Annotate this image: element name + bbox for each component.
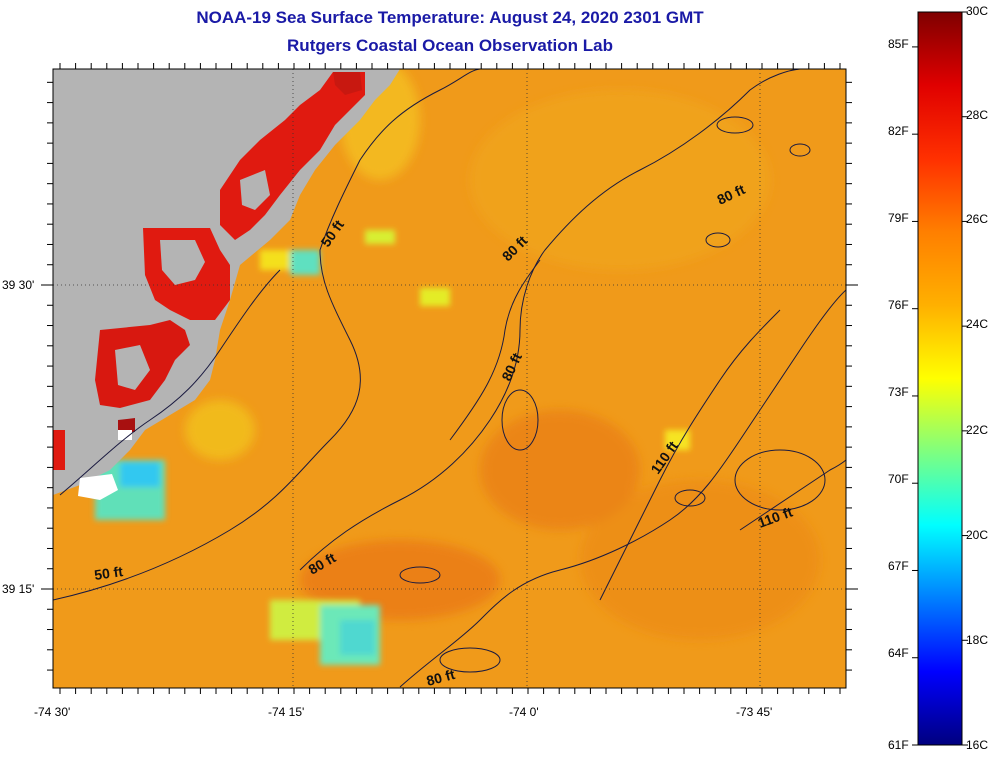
colorbar-f-label: 82F bbox=[888, 124, 909, 138]
contour-110ft bbox=[599, 309, 781, 601]
colorbar-c-label: 18C bbox=[966, 633, 989, 647]
colorbar-c-label: 16C bbox=[966, 738, 989, 752]
contour-ring bbox=[674, 489, 706, 507]
contour-ring bbox=[501, 389, 539, 451]
map-subtitle: Rutgers Coastal Ocean Observation Lab bbox=[287, 36, 613, 55]
hot-zone bbox=[53, 430, 65, 470]
colorbar-c-label: 20C bbox=[966, 528, 989, 542]
cool-patch bbox=[120, 462, 160, 487]
cool-patch bbox=[365, 230, 395, 244]
hot-zone bbox=[118, 418, 135, 432]
colorbar-f-label: 73F bbox=[888, 385, 909, 399]
colorbar-c-label: 24C bbox=[966, 317, 989, 331]
cloud-pixels bbox=[118, 430, 132, 440]
lon-label: -74 30' bbox=[34, 705, 71, 719]
colorbar-c-label: 28C bbox=[966, 108, 989, 122]
cool-patch bbox=[290, 250, 320, 275]
colorbar-c-label: 30C bbox=[966, 4, 989, 18]
lon-label: -74 15' bbox=[268, 705, 305, 719]
cloud-pixels bbox=[78, 474, 118, 500]
lon-label: -73 45' bbox=[736, 705, 773, 719]
contour-label: 50 ft bbox=[93, 563, 124, 583]
colorbar-f-label: 85F bbox=[888, 37, 909, 51]
warm-patch bbox=[470, 90, 770, 270]
land-inlet bbox=[160, 240, 205, 285]
contour-ring bbox=[399, 566, 441, 584]
contour-50ft bbox=[53, 69, 481, 601]
colorbar-f-label: 76F bbox=[888, 298, 909, 312]
contour-ring bbox=[705, 232, 731, 248]
colorbar-c-label: 22C bbox=[966, 423, 989, 437]
cool-patch bbox=[340, 620, 375, 655]
contour-ring bbox=[439, 647, 501, 673]
map-title: NOAA-19 Sea Surface Temperature: August … bbox=[196, 8, 704, 27]
land-inlet bbox=[240, 170, 270, 210]
hot-zone bbox=[333, 72, 362, 95]
contour-ring bbox=[734, 449, 826, 511]
colorbar-f-label: 61F bbox=[888, 738, 909, 752]
cool-patch bbox=[665, 430, 690, 450]
contour-80ft bbox=[449, 259, 541, 441]
colorbar-f-label: 79F bbox=[888, 211, 909, 225]
lon-label: -74 0' bbox=[509, 705, 539, 719]
lat-label: 39 15' bbox=[2, 582, 35, 596]
cool-patch bbox=[420, 288, 450, 306]
lat-label: 39 30' bbox=[2, 278, 35, 292]
colorbar-c-label: 26C bbox=[966, 212, 989, 226]
contour-label: 80 ft bbox=[425, 666, 457, 689]
nearshore-yellow bbox=[185, 400, 255, 460]
contour-110ft bbox=[739, 459, 846, 531]
colorbar-f-label: 70F bbox=[888, 472, 909, 486]
cool-patch bbox=[260, 250, 290, 270]
contour-ring bbox=[716, 116, 754, 134]
land-inlet bbox=[115, 345, 150, 390]
warm-patch bbox=[480, 410, 640, 530]
contour-ring bbox=[789, 143, 811, 157]
contour-80ft bbox=[299, 69, 801, 571]
colorbar-f-label: 64F bbox=[888, 646, 909, 660]
contour-50ft bbox=[59, 269, 281, 496]
colorbar bbox=[917, 11, 963, 746]
colorbar-f-label: 67F bbox=[888, 559, 909, 573]
contour-80ft bbox=[399, 289, 846, 688]
